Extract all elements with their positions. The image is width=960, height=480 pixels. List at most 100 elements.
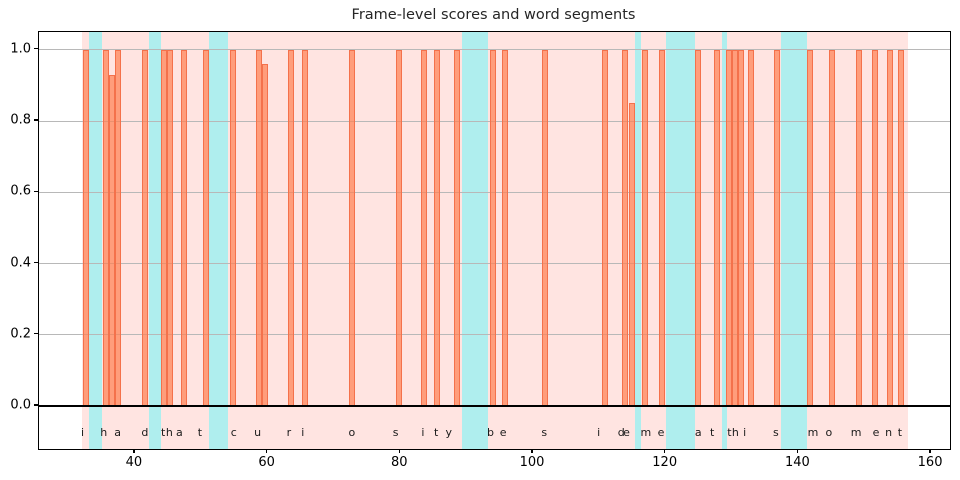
zero-line — [39, 404, 950, 408]
score-bar — [115, 49, 121, 406]
letter-label: m — [807, 426, 819, 440]
score-bar — [502, 49, 509, 406]
letter-label: h — [731, 426, 739, 440]
score-bar — [181, 49, 188, 406]
score-bar — [659, 49, 666, 406]
score-bar — [886, 49, 893, 406]
score-bar — [142, 49, 149, 406]
score-bar — [302, 49, 309, 406]
score-bar — [898, 49, 905, 406]
letter-label: s — [541, 426, 548, 440]
letter-label: i — [597, 426, 601, 440]
letter-label: h — [165, 426, 173, 440]
y-tick-label: 0.2 — [10, 326, 31, 342]
letter-label: t — [897, 426, 903, 440]
x-tick-label: 40 — [125, 455, 143, 470]
letter-label: e — [623, 426, 630, 440]
y-tick-mark — [34, 190, 38, 192]
score-bar — [628, 103, 635, 406]
score-bar — [695, 49, 702, 406]
x-tick-label: 160 — [917, 455, 943, 470]
letter-label: e — [872, 426, 880, 440]
x-tick-label: 100 — [519, 455, 545, 470]
gap-span — [781, 32, 808, 449]
letter-label: t — [433, 426, 439, 440]
x-tick-label: 120 — [652, 455, 678, 470]
x-tick-mark — [796, 449, 798, 454]
letter-label: y — [445, 426, 453, 440]
score-bar — [395, 49, 402, 406]
letter-label: b — [487, 426, 495, 440]
letter-label: t — [160, 426, 166, 440]
score-bar — [83, 49, 90, 406]
score-bar — [167, 49, 174, 406]
y-tick-label: 0.6 — [10, 183, 31, 199]
score-bar — [454, 49, 461, 406]
gap-span — [89, 32, 102, 449]
score-bar — [348, 49, 355, 406]
letter-label: m — [850, 426, 862, 440]
x-tick-mark — [133, 449, 135, 454]
gap-span — [462, 32, 488, 449]
letter-label: a — [114, 426, 122, 440]
letter-label: i — [743, 426, 747, 440]
score-bar — [203, 49, 210, 406]
score-bar — [420, 49, 427, 406]
score-bar — [773, 49, 780, 406]
letter-label: d — [141, 426, 149, 440]
letter-label: s — [392, 426, 399, 440]
letter-label: a — [694, 426, 702, 440]
letter-label: e — [657, 426, 665, 440]
score-bar — [621, 49, 628, 406]
y-tick-label: 0.8 — [10, 112, 31, 128]
letter-label: e — [499, 426, 507, 440]
gap-span — [634, 32, 641, 449]
letter-label: c — [230, 426, 237, 440]
score-bar — [261, 64, 268, 406]
x-tick-mark — [929, 449, 931, 454]
gap-span — [148, 32, 162, 449]
letter-label: t — [727, 426, 732, 440]
score-bar — [602, 49, 608, 406]
gap-span — [665, 32, 695, 449]
y-tick-mark — [34, 333, 38, 335]
letter-label: t — [709, 426, 715, 440]
score-bar — [541, 49, 548, 406]
letter-label: u — [254, 426, 262, 440]
score-bar — [434, 49, 441, 406]
y-tick-label: 1.0 — [10, 41, 31, 57]
letter-label: i — [421, 426, 425, 440]
letter-label: o — [825, 426, 833, 440]
score-bar — [229, 49, 236, 406]
score-bar — [855, 49, 862, 406]
y-tick-mark — [34, 48, 38, 50]
letter-label: d — [617, 426, 625, 440]
y-tick-mark — [34, 119, 38, 121]
letter-label: r — [286, 426, 292, 440]
letter-label: o — [348, 426, 356, 440]
y-tick-mark — [34, 261, 38, 264]
letter-label: i — [301, 426, 305, 440]
y-tick-mark — [34, 404, 38, 406]
chart-title: Frame-level scores and word segments — [351, 7, 636, 23]
score-bar — [714, 49, 721, 406]
score-bar — [288, 49, 295, 406]
letter-label: h — [100, 426, 108, 440]
x-tick-mark — [531, 449, 533, 454]
letter-label: s — [772, 426, 779, 440]
score-bar — [641, 49, 648, 406]
score-bar — [872, 49, 879, 406]
x-tick-mark — [398, 449, 400, 454]
letter-label: a — [176, 426, 183, 440]
score-bar — [828, 49, 835, 406]
letter-label: n — [885, 426, 893, 440]
letter-label: i — [80, 426, 85, 440]
x-tick-label: 140 — [784, 455, 810, 470]
y-tick-label: 0.0 — [10, 397, 31, 413]
score-bar — [489, 49, 496, 406]
x-tick-mark — [664, 449, 666, 454]
score-bar — [738, 49, 745, 406]
x-tick-label: 80 — [391, 455, 408, 470]
